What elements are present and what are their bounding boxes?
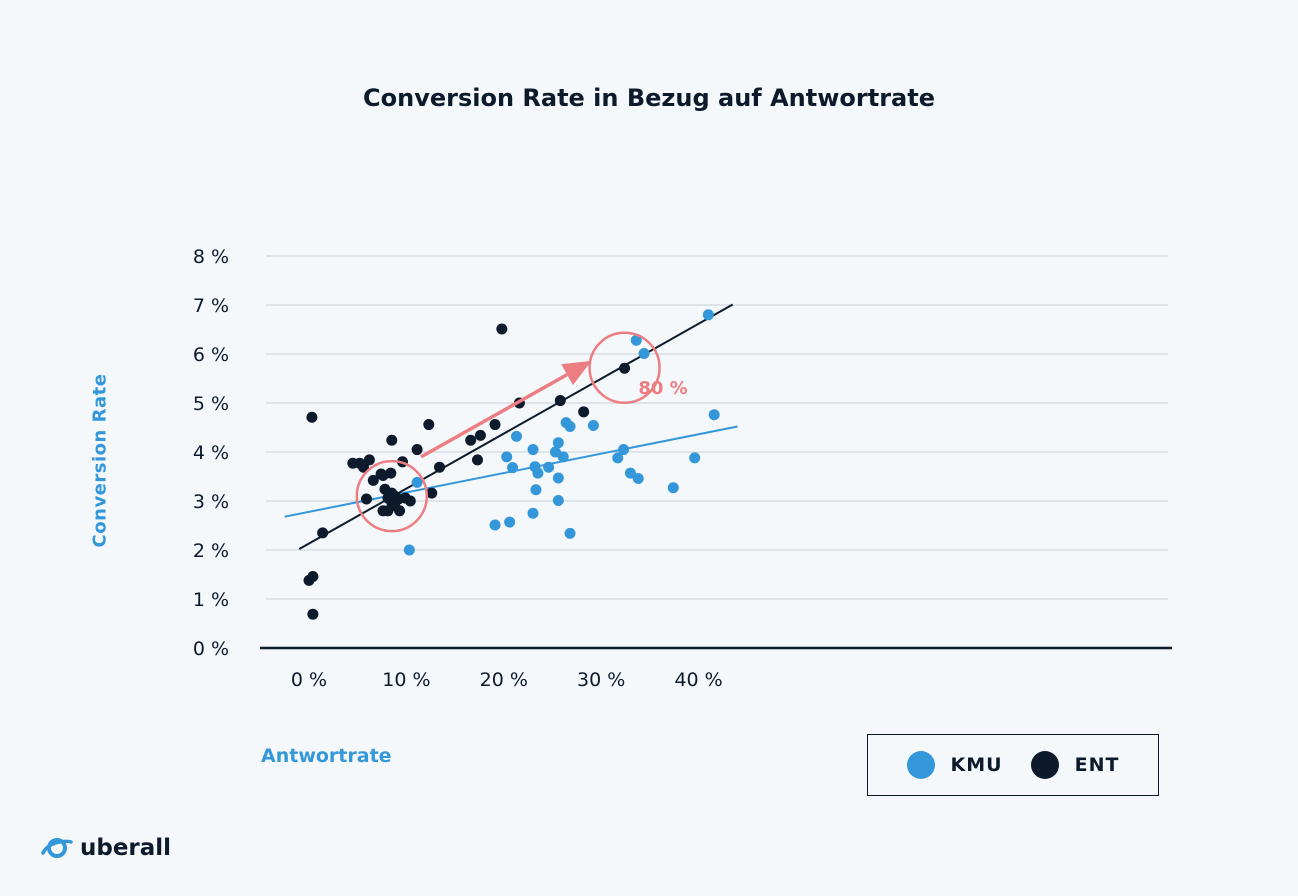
trend-lines	[284, 303, 738, 550]
data-point-kmu	[689, 452, 701, 464]
data-point-ent	[394, 505, 406, 517]
data-point-kmu	[564, 527, 576, 539]
highlight-circle	[355, 459, 429, 533]
data-point-kmu	[501, 451, 513, 463]
x-tick-labels: 0 % 10 % 20 % 30 % 40 %	[291, 669, 723, 691]
data-point-ent	[472, 454, 484, 466]
y-axis-label: Conversion Rate	[89, 373, 111, 548]
grid-lines	[260, 255, 1172, 650]
data-point-kmu	[527, 444, 539, 456]
globe-icon	[41, 838, 73, 858]
legend-label-kmu: KMU	[950, 754, 1003, 776]
trend-line-ent	[298, 303, 734, 550]
x-tick-label: 20 %	[480, 669, 528, 691]
data-point-kmu	[612, 452, 624, 464]
y-tick-label: 8 %	[193, 246, 229, 268]
legend-marker-ent	[1030, 751, 1059, 779]
data-point-ent	[619, 362, 631, 374]
arrow-label: 80 %	[638, 378, 687, 399]
y-tick-label: 7 %	[193, 295, 229, 317]
data-point-ent	[578, 406, 590, 418]
data-point-ent	[426, 487, 438, 499]
arrow-head	[561, 360, 592, 386]
x-tick-label: 30 %	[577, 669, 625, 691]
data-point-ent	[317, 527, 329, 539]
data-point-ent	[474, 429, 486, 441]
data-point-kmu	[403, 544, 415, 556]
data-point-kmu	[411, 476, 423, 488]
data-point-kmu	[552, 472, 564, 484]
brand-name: uberall	[80, 835, 172, 861]
data-point-ent	[434, 461, 446, 473]
data-point-kmu	[507, 462, 519, 474]
data-point-ent	[367, 474, 379, 486]
legend-item-ent: ENT	[1030, 751, 1120, 779]
data-point-ent	[465, 434, 477, 446]
data-point-kmu	[618, 444, 630, 456]
y-tick-label: 2 %	[193, 540, 229, 562]
data-point-kmu	[702, 309, 714, 321]
data-point-kmu	[527, 507, 539, 519]
data-point-kmu	[564, 421, 576, 433]
data-point-ent	[307, 570, 319, 582]
y-tick-label: 1 %	[193, 589, 229, 611]
data-point-ent	[489, 419, 501, 431]
data-point-ent	[554, 395, 566, 407]
x-tick-label: 10 %	[382, 669, 430, 691]
data-point-kmu	[543, 461, 555, 473]
data-point-ent	[307, 608, 319, 620]
data-point-ent	[358, 461, 370, 473]
data-point-kmu	[638, 348, 650, 360]
legend-marker-kmu	[906, 751, 935, 779]
legend: KMU ENT	[867, 734, 1159, 796]
data-points	[303, 309, 720, 620]
data-point-kmu	[504, 516, 516, 528]
data-point-ent	[496, 323, 508, 335]
arrow-shaft	[420, 373, 568, 459]
y-tick-label: 3 %	[193, 491, 229, 513]
x-tick-label: 0 %	[291, 669, 327, 691]
data-point-kmu	[530, 484, 542, 496]
y-tick-labels: 0 % 1 % 2 % 3 % 4 % 5 % 6 % 7 % 8 %	[193, 246, 229, 660]
data-point-kmu	[552, 495, 564, 507]
data-point-kmu	[532, 467, 544, 479]
y-tick-label: 4 %	[193, 442, 229, 464]
x-axis-label: Antwortrate	[261, 745, 392, 767]
legend-label-ent: ENT	[1074, 754, 1120, 776]
data-point-kmu	[489, 519, 501, 531]
highlight-circle	[588, 331, 661, 404]
chart-title: Conversion Rate in Bezug auf Antwortrate	[363, 84, 935, 112]
data-point-kmu	[632, 472, 644, 484]
data-point-ent	[360, 493, 372, 505]
y-tick-label: 0 %	[193, 638, 229, 660]
data-point-kmu	[667, 482, 679, 494]
data-point-kmu	[552, 437, 564, 449]
y-tick-label: 6 %	[193, 344, 229, 366]
y-tick-label: 5 %	[193, 393, 229, 415]
data-point-kmu	[630, 334, 642, 346]
legend-item-kmu: KMU	[906, 751, 1003, 779]
x-tick-label: 40 %	[674, 669, 722, 691]
data-point-kmu	[510, 430, 522, 442]
data-point-ent	[306, 411, 318, 423]
data-point-ent	[423, 419, 435, 431]
data-point-ent	[411, 444, 423, 456]
data-point-kmu	[708, 409, 720, 421]
data-point-ent	[363, 454, 375, 466]
data-point-kmu	[557, 451, 569, 463]
annotations: 80 %	[355, 331, 688, 533]
data-point-kmu	[624, 467, 636, 479]
data-point-ent	[404, 495, 416, 507]
data-point-kmu	[587, 420, 599, 432]
data-point-ent	[385, 467, 397, 479]
data-point-ent	[386, 434, 398, 446]
brand-logo: uberall	[40, 834, 171, 862]
